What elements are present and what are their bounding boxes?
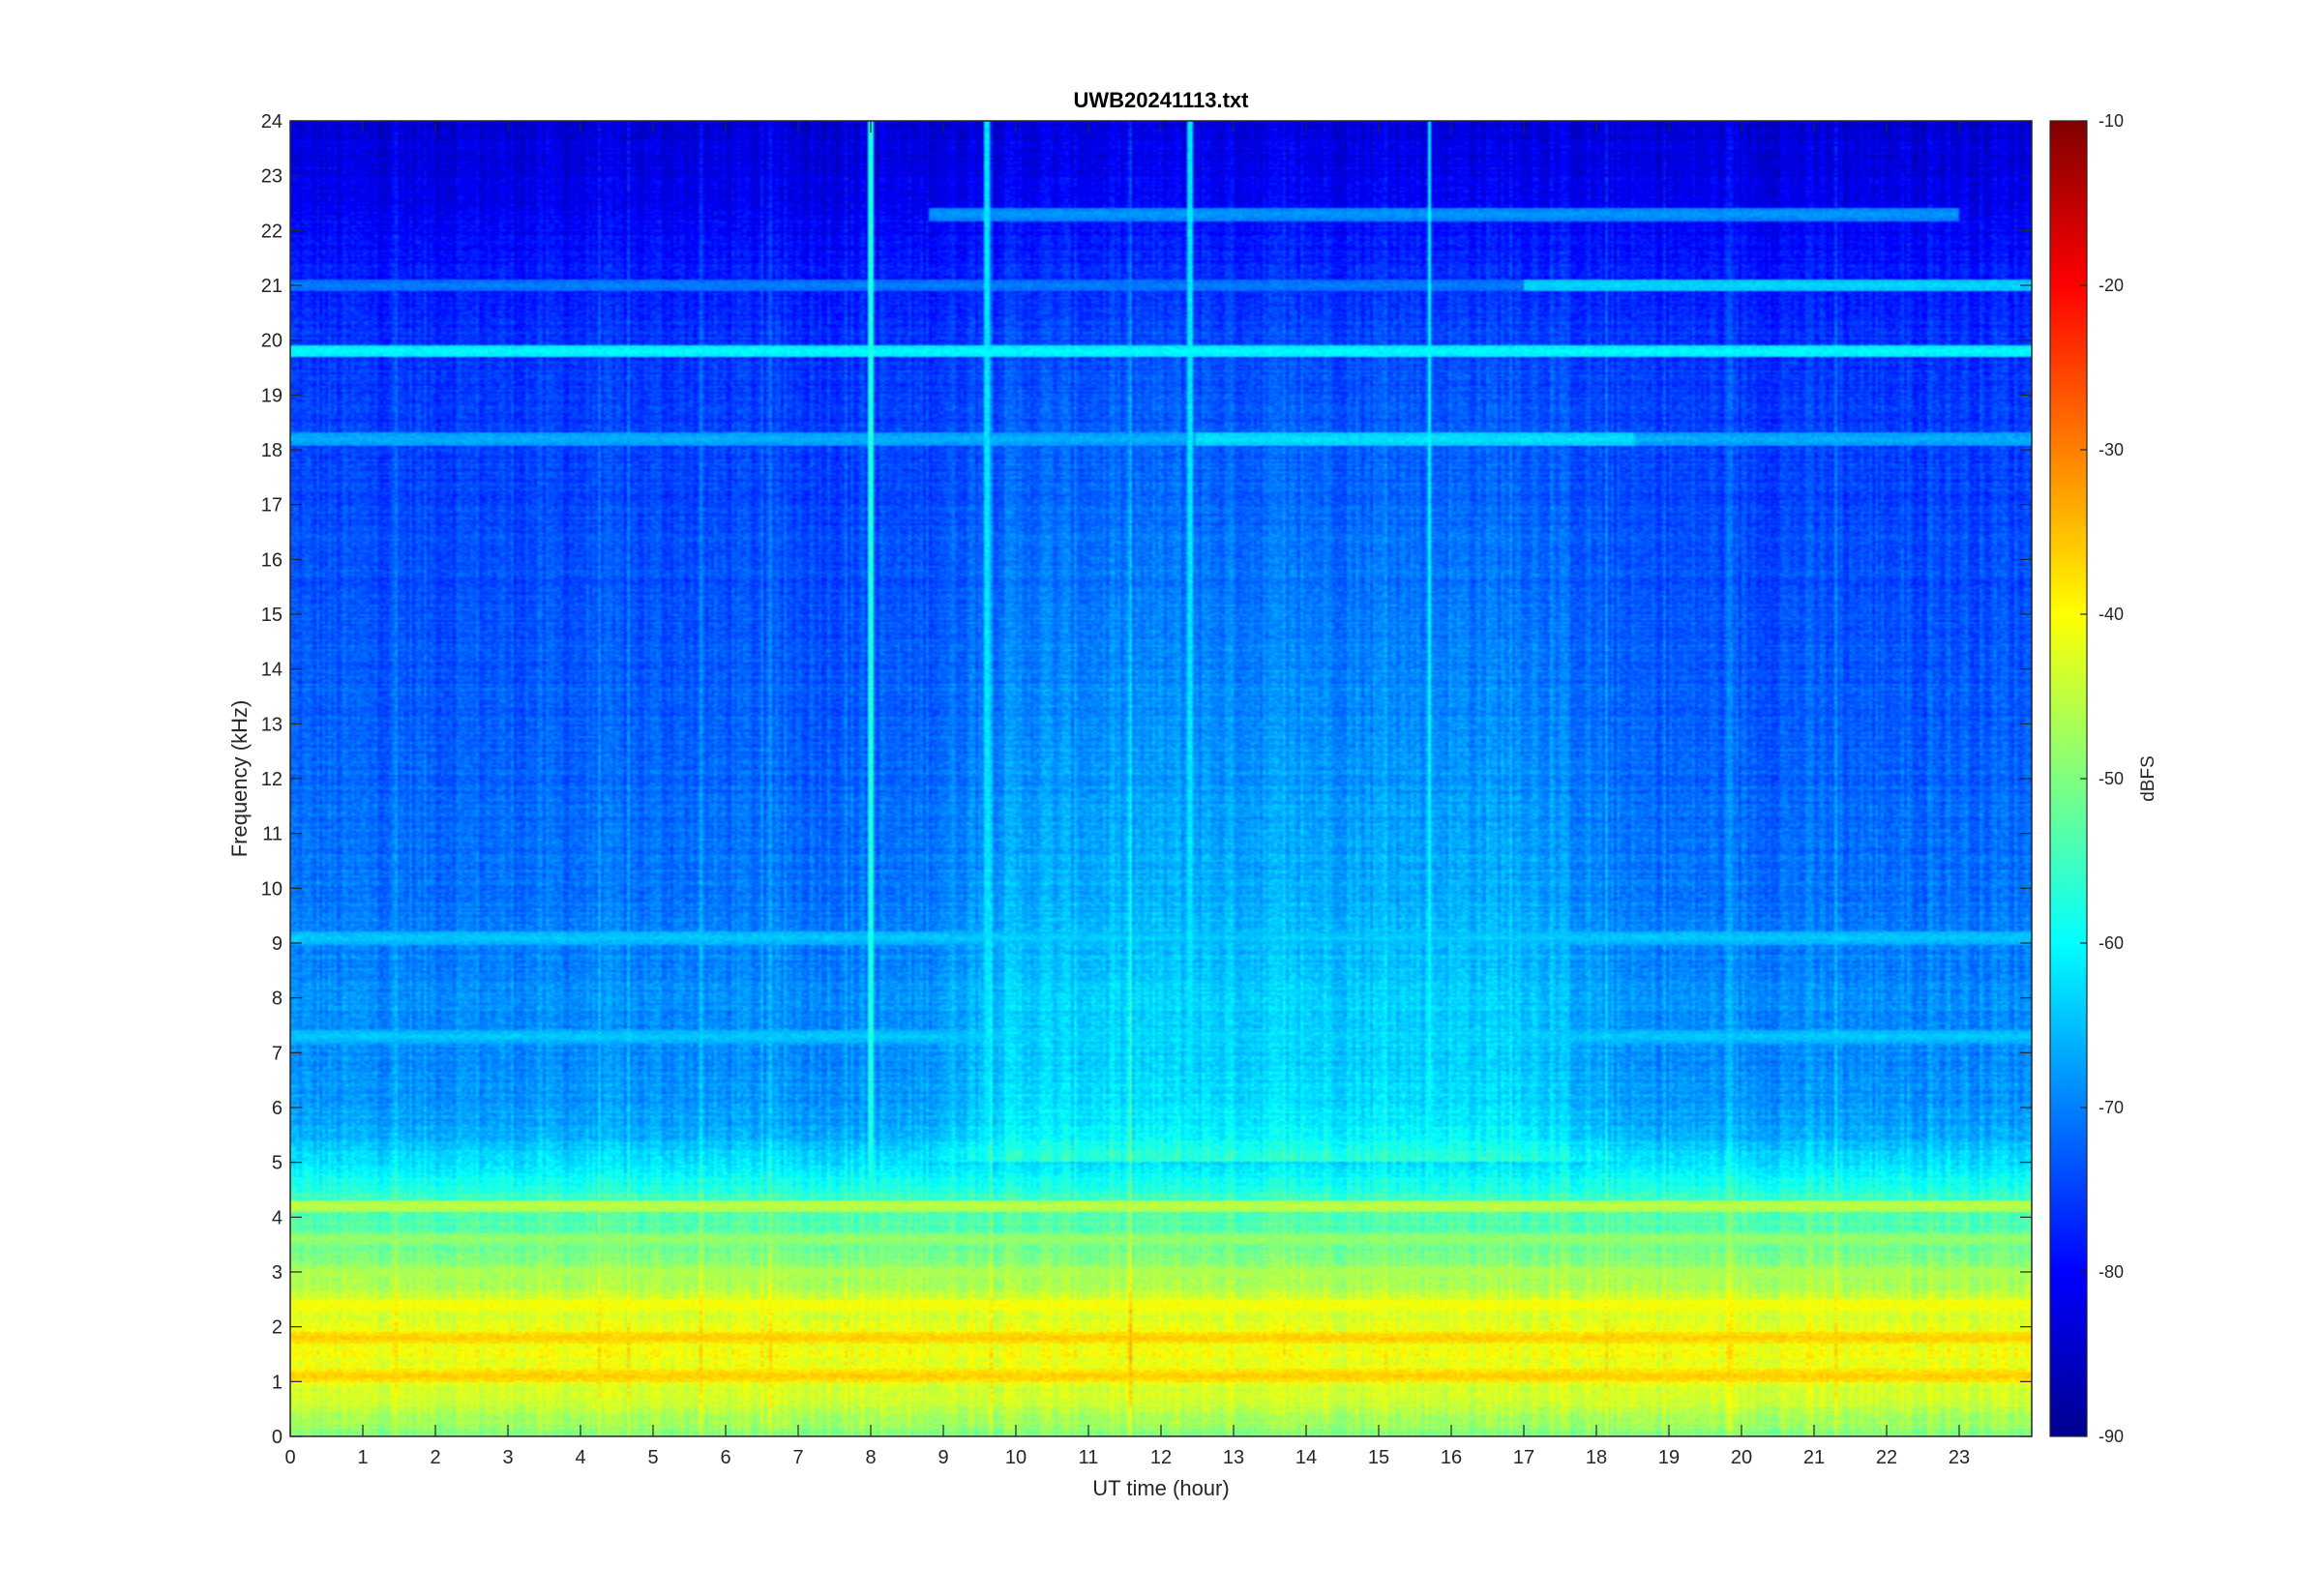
colorbar-tick-label: -60 [2099, 933, 2124, 953]
colorbar-tick-label: -80 [2099, 1262, 2124, 1282]
x-tick-label: 22 [1876, 1447, 1897, 1468]
x-tick-label: 3 [502, 1447, 513, 1468]
x-tick-label: 9 [938, 1447, 948, 1468]
y-tick-label: 1 [272, 1372, 283, 1393]
x-tick-label: 11 [1079, 1447, 1099, 1468]
y-tick-label: 4 [272, 1207, 283, 1228]
y-tick-label: 19 [261, 385, 283, 406]
x-axis-label: UT time (hour) [1092, 1476, 1229, 1500]
y-tick-label: 11 [262, 824, 283, 845]
x-tick-label: 17 [1513, 1447, 1534, 1468]
y-tick-label: 7 [272, 1043, 283, 1064]
x-tick-label: 8 [865, 1447, 876, 1468]
colorbar-tick-label: -70 [2099, 1098, 2124, 1117]
colorbar-tick-label: -30 [2099, 440, 2124, 459]
y-axis-label: Frequency (kHz) [227, 700, 252, 858]
colorbar-ticks: -10 -20 -30 -40 -50 -60 -70 -80 -90 [2080, 111, 2124, 1446]
chart-title: UWB20241113.txt [1074, 88, 1250, 112]
colorbar-tick-label: -10 [2099, 111, 2124, 131]
x-tick-label: 5 [647, 1447, 658, 1468]
colorbar-tick-label: -20 [2099, 276, 2124, 295]
y-tick-label: 18 [261, 440, 283, 461]
y-tick-label: 0 [272, 1427, 283, 1448]
y-tick-label: 22 [261, 221, 283, 242]
x-tick-label: 4 [575, 1447, 585, 1468]
x-tick-label: 10 [1005, 1447, 1027, 1468]
y-tick-label: 16 [261, 549, 283, 571]
x-tick-label: 20 [1731, 1447, 1752, 1468]
colorbar-tick-label: -40 [2099, 605, 2124, 624]
x-tick-label: 12 [1150, 1447, 1172, 1468]
y-tick-label: 8 [272, 989, 283, 1010]
plot-frame [289, 120, 2033, 1437]
x-tick-label: 23 [1949, 1447, 1970, 1468]
y-tick-label: 23 [261, 166, 283, 188]
y-tick-label: 21 [261, 276, 283, 297]
x-tick-label: 16 [1441, 1447, 1462, 1468]
x-axis-ticks: 0 1 2 3 4 5 6 7 8 9 10 11 12 13 14 15 16 17 18 19 20 21 22 23 [284, 121, 1970, 1468]
y-tick-label: 14 [261, 660, 283, 681]
y-tick-label: 6 [272, 1098, 283, 1119]
x-tick-label: 18 [1586, 1447, 1607, 1468]
y-tick-label: 15 [261, 605, 283, 626]
x-tick-label: 19 [1658, 1447, 1680, 1468]
x-tick-label: 7 [792, 1447, 803, 1468]
heatmap-image [290, 121, 2032, 1436]
x-tick-label: 21 [1803, 1447, 1825, 1468]
colorbar-tick-label: -50 [2099, 769, 2124, 788]
x-tick-label: 6 [720, 1447, 730, 1468]
y-tick-label: 24 [261, 111, 283, 133]
y-tick-label: 5 [272, 1153, 283, 1174]
y-tick-label: 20 [261, 331, 283, 352]
y-tick-label: 10 [261, 878, 283, 900]
x-tick-label: 0 [284, 1447, 295, 1468]
y-tick-label: 3 [272, 1262, 283, 1284]
y-tick-label: 2 [272, 1317, 283, 1339]
y-tick-label: 9 [272, 933, 283, 955]
x-tick-label: 14 [1295, 1447, 1317, 1468]
y-tick-label: 13 [261, 714, 283, 735]
colorbar-tick-label: -90 [2099, 1427, 2124, 1446]
x-tick-label: 13 [1223, 1447, 1244, 1468]
y-tick-label: 12 [261, 769, 283, 790]
colorbar-label: dBFS [2138, 755, 2158, 802]
y-tick-label: 17 [261, 495, 283, 517]
x-tick-label: 1 [357, 1447, 368, 1468]
x-tick-label: 2 [430, 1447, 440, 1468]
x-tick-label: 15 [1368, 1447, 1389, 1468]
